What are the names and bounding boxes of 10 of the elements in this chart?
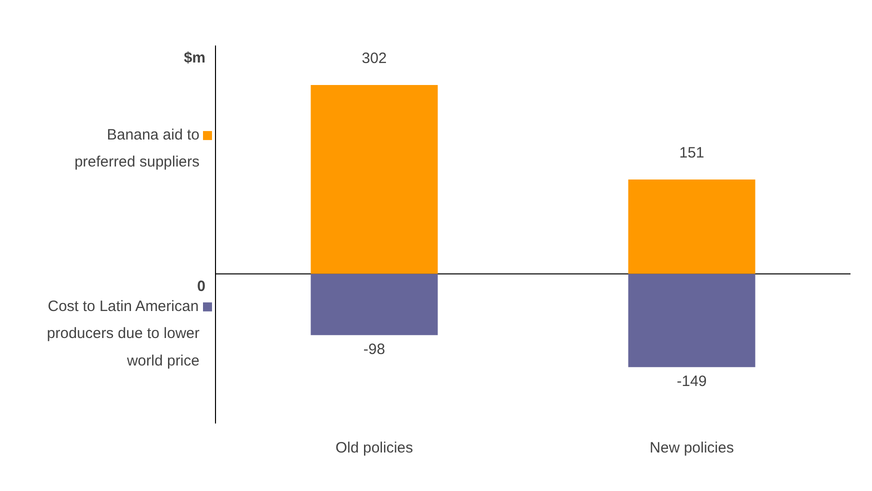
text: 0 (197, 278, 206, 295)
data-label: -149 (676, 373, 707, 390)
data-label: 151 (679, 144, 704, 162)
x-tick-label: Old policies (335, 440, 414, 456)
data-label: -98 (363, 341, 386, 358)
legend-label: Banana aid to preferred suppliers (74, 126, 200, 171)
y-axis-title: $m (184, 50, 206, 66)
x-tick-label: New policies (650, 440, 734, 456)
data-label: 302 (362, 50, 387, 67)
legend-label: Cost to Latin American producers due to lower world price (46, 298, 200, 370)
